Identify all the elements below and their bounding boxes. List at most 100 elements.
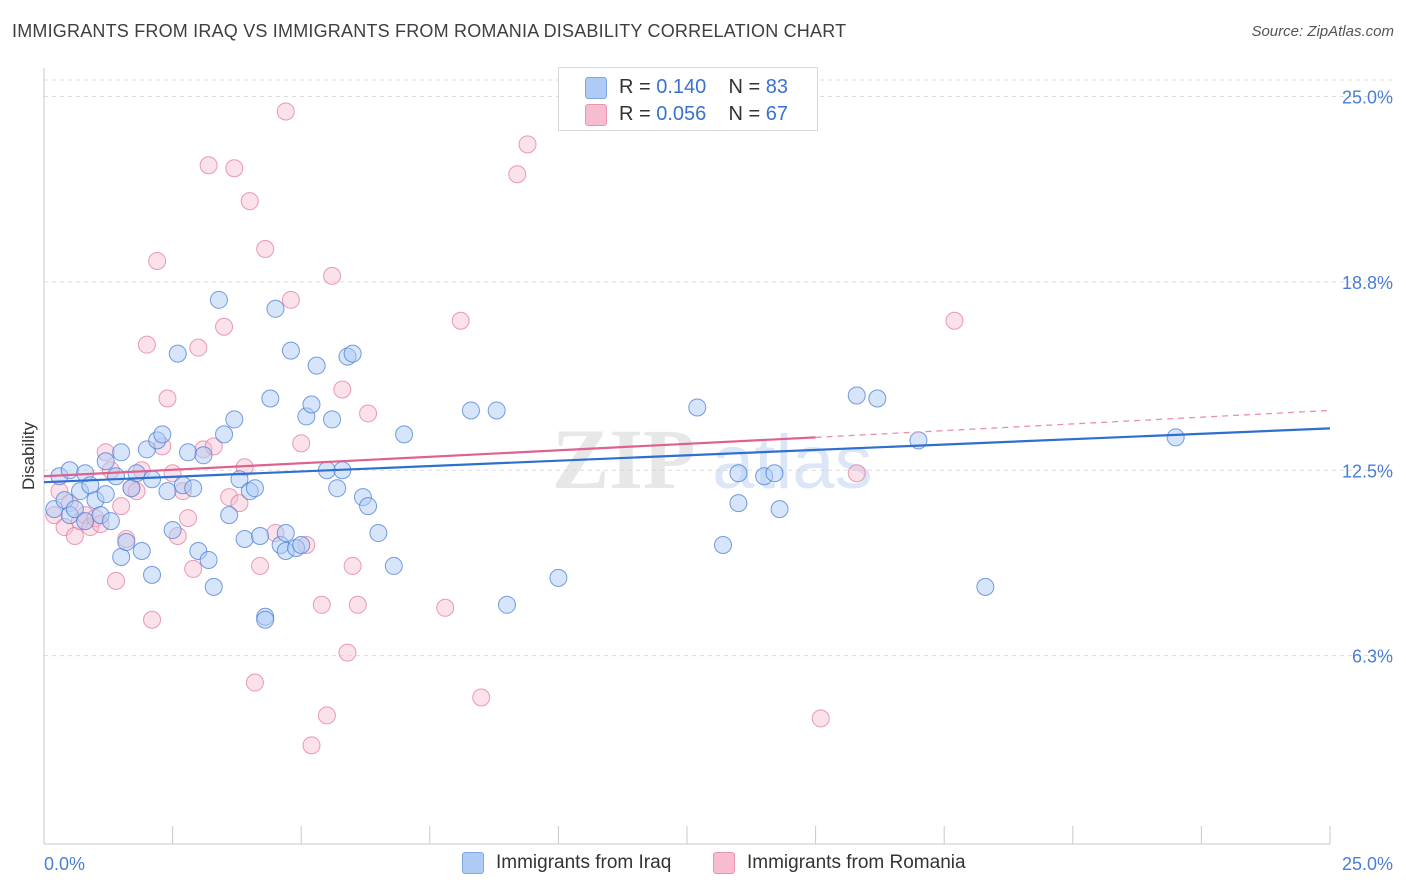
data-point-iraq xyxy=(549,568,568,587)
data-point-iraq xyxy=(199,550,218,569)
legend-row-romania: R = 0.056 N = 67 xyxy=(585,101,789,127)
legend-item-romania[interactable]: Immigrants from Romania xyxy=(713,852,966,874)
data-point-romania xyxy=(158,389,177,408)
data-point-iraq xyxy=(168,344,187,363)
axes xyxy=(43,68,1331,845)
data-point-iraq xyxy=(847,386,866,405)
data-point-romania xyxy=(451,311,470,330)
data-point-romania xyxy=(338,643,357,662)
data-point-iraq xyxy=(328,479,347,498)
data-point-iraq xyxy=(461,401,480,420)
data-point-romania xyxy=(317,706,336,725)
data-point-iraq xyxy=(215,425,234,444)
y-tick-label: 18.8% xyxy=(1342,273,1393,293)
legend-n-value-romania: 67 xyxy=(765,102,789,125)
data-point-iraq xyxy=(292,536,311,554)
data-point-iraq xyxy=(76,512,95,531)
data-point-iraq xyxy=(225,410,244,429)
data-point-iraq xyxy=(194,446,213,465)
legend-row-iraq: R = 0.140 N = 83 xyxy=(585,74,789,100)
y-tick-label: 6.3% xyxy=(1352,647,1393,667)
data-point-iraq xyxy=(179,443,198,462)
data-point-romania xyxy=(199,156,218,175)
data-point-iraq xyxy=(1166,428,1185,447)
data-point-romania xyxy=(179,509,198,528)
data-point-romania xyxy=(240,192,259,211)
data-point-iraq xyxy=(245,479,264,498)
legend-n-label: N = xyxy=(728,75,766,98)
data-point-iraq xyxy=(235,530,254,549)
data-point-iraq xyxy=(184,479,203,498)
data-point-romania xyxy=(107,571,126,590)
data-point-iraq xyxy=(143,565,162,584)
data-point-romania xyxy=(143,610,162,629)
data-point-romania xyxy=(302,736,321,755)
data-point-romania xyxy=(184,559,203,578)
data-point-iraq xyxy=(163,521,182,540)
data-point-romania xyxy=(292,434,311,453)
series-legend: Immigrants from Iraq Immigrants from Rom… xyxy=(0,852,1406,878)
data-point-iraq xyxy=(256,610,275,629)
legend-swatch-iraq xyxy=(585,77,607,99)
data-point-romania xyxy=(112,497,131,516)
data-point-iraq xyxy=(765,464,784,483)
data-point-iraq xyxy=(153,425,172,444)
data-point-iraq xyxy=(369,524,388,543)
data-point-romania xyxy=(436,598,455,617)
data-point-iraq xyxy=(343,344,362,363)
data-point-iraq xyxy=(688,398,707,417)
data-point-iraq xyxy=(487,401,506,420)
stats-legend: R = 0.140 N = 83 R = 0.056 N = 67 xyxy=(558,67,818,131)
data-point-romania xyxy=(343,556,362,575)
data-point-iraq xyxy=(220,506,239,525)
source-label: Source: ZipAtlas.com xyxy=(1251,23,1394,40)
data-point-romania xyxy=(811,709,830,728)
data-point-iraq xyxy=(251,527,270,546)
trend-line-romania-extension xyxy=(815,409,1331,439)
chart-title: IMMIGRANTS FROM IRAQ VS IMMIGRANTS FROM … xyxy=(12,21,847,41)
data-point-romania xyxy=(518,135,537,154)
data-point-iraq xyxy=(976,577,995,596)
y-tick-label: 25.0% xyxy=(1342,88,1393,108)
series-romania-points xyxy=(45,102,964,755)
legend-label-iraq: Immigrants from Iraq xyxy=(496,852,672,873)
legend-r-label: R = xyxy=(619,75,657,98)
data-point-iraq xyxy=(729,494,748,513)
data-point-iraq xyxy=(307,356,326,375)
data-point-romania xyxy=(847,464,866,483)
data-point-iraq xyxy=(107,467,126,486)
data-point-romania xyxy=(472,688,491,707)
x-tick-label: 0.0% xyxy=(44,854,85,874)
data-point-romania xyxy=(220,488,239,507)
data-point-iraq xyxy=(261,389,280,408)
legend-n-label: N = xyxy=(728,102,766,125)
data-point-iraq xyxy=(323,410,342,429)
data-point-romania xyxy=(281,290,300,309)
data-point-iraq xyxy=(112,547,131,566)
data-point-romania xyxy=(359,404,378,423)
trend-line-iraq xyxy=(43,427,1331,484)
data-point-iraq xyxy=(143,470,162,489)
data-point-iraq xyxy=(65,500,84,519)
data-point-romania xyxy=(245,673,264,692)
data-point-romania xyxy=(323,266,342,285)
data-point-romania xyxy=(65,527,84,546)
data-point-romania xyxy=(230,494,249,513)
data-point-iraq xyxy=(122,479,141,498)
tick-labels: 6.3% 12.5% 18.8% 25.0% 0.0% 25.0% xyxy=(44,88,1393,875)
y-tick-label: 12.5% xyxy=(1342,461,1393,481)
legend-r-value-romania: 0.056 xyxy=(656,102,707,125)
data-point-iraq xyxy=(302,395,321,414)
data-point-iraq xyxy=(395,425,414,444)
data-point-iraq xyxy=(266,299,285,318)
legend-n-value-iraq: 83 xyxy=(765,75,789,98)
data-point-iraq xyxy=(384,556,403,575)
data-point-romania xyxy=(215,317,234,336)
legend-item-iraq[interactable]: Immigrants from Iraq xyxy=(462,852,671,874)
data-point-romania xyxy=(945,311,964,330)
data-point-romania xyxy=(276,102,295,121)
data-point-iraq xyxy=(770,500,789,519)
data-point-romania xyxy=(225,159,244,178)
data-point-romania xyxy=(189,338,208,357)
